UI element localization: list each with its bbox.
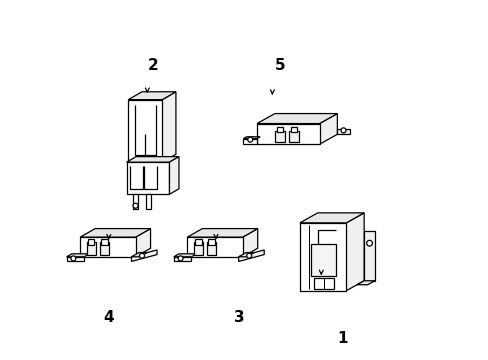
Polygon shape bbox=[128, 100, 162, 162]
Polygon shape bbox=[66, 254, 89, 257]
Polygon shape bbox=[194, 239, 201, 245]
Polygon shape bbox=[238, 250, 264, 261]
Text: 3: 3 bbox=[233, 310, 244, 325]
Polygon shape bbox=[319, 113, 337, 144]
Circle shape bbox=[133, 203, 138, 208]
Polygon shape bbox=[169, 157, 179, 194]
Polygon shape bbox=[131, 252, 147, 257]
Polygon shape bbox=[310, 244, 335, 276]
Polygon shape bbox=[299, 223, 346, 291]
Polygon shape bbox=[80, 237, 135, 257]
Circle shape bbox=[247, 137, 252, 142]
Circle shape bbox=[340, 128, 346, 133]
Polygon shape bbox=[313, 278, 333, 289]
Polygon shape bbox=[126, 162, 169, 194]
Polygon shape bbox=[101, 239, 107, 245]
Polygon shape bbox=[128, 92, 176, 100]
Polygon shape bbox=[173, 254, 196, 257]
Polygon shape bbox=[126, 157, 179, 162]
Polygon shape bbox=[80, 229, 150, 237]
Polygon shape bbox=[66, 257, 84, 261]
Polygon shape bbox=[364, 231, 374, 281]
Polygon shape bbox=[162, 92, 176, 162]
Polygon shape bbox=[299, 213, 364, 223]
Text: 2: 2 bbox=[148, 58, 159, 73]
Polygon shape bbox=[356, 281, 374, 285]
Polygon shape bbox=[238, 252, 254, 257]
Polygon shape bbox=[274, 131, 285, 143]
Polygon shape bbox=[146, 194, 151, 208]
Text: 1: 1 bbox=[337, 332, 347, 346]
Circle shape bbox=[366, 240, 372, 246]
Polygon shape bbox=[243, 139, 257, 144]
Polygon shape bbox=[242, 229, 257, 257]
Polygon shape bbox=[290, 127, 297, 132]
Polygon shape bbox=[206, 242, 216, 255]
Circle shape bbox=[246, 253, 251, 258]
Polygon shape bbox=[257, 113, 337, 123]
Polygon shape bbox=[288, 131, 299, 143]
Text: 5: 5 bbox=[274, 58, 285, 73]
Circle shape bbox=[139, 253, 144, 258]
Polygon shape bbox=[243, 137, 260, 139]
Polygon shape bbox=[257, 123, 319, 144]
Polygon shape bbox=[133, 194, 138, 208]
Text: 4: 4 bbox=[103, 310, 114, 325]
Polygon shape bbox=[346, 213, 364, 291]
Polygon shape bbox=[86, 242, 95, 255]
Polygon shape bbox=[207, 239, 214, 245]
Polygon shape bbox=[193, 242, 203, 255]
Polygon shape bbox=[173, 257, 191, 261]
Circle shape bbox=[178, 256, 183, 261]
Polygon shape bbox=[100, 242, 108, 255]
Polygon shape bbox=[131, 250, 157, 261]
Polygon shape bbox=[187, 229, 257, 237]
Polygon shape bbox=[337, 129, 349, 134]
Circle shape bbox=[71, 256, 76, 261]
Polygon shape bbox=[135, 229, 150, 257]
Polygon shape bbox=[87, 239, 94, 245]
Polygon shape bbox=[276, 127, 283, 132]
Polygon shape bbox=[187, 237, 242, 257]
